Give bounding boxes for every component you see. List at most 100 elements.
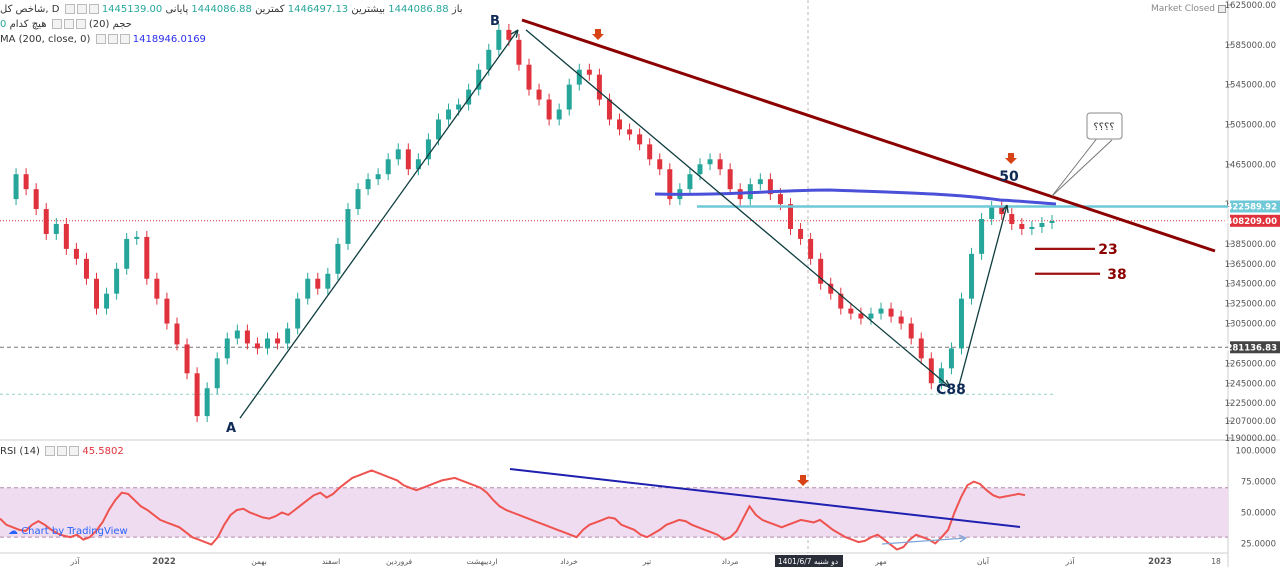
cloud-icon: ☁ [8,526,18,537]
rsi-divergence-arrow [881,537,967,545]
candle [516,39,522,65]
legend-symbol[interactable]: شاخص کل, D [0,4,60,15]
rsi-tick-label: 75.0000 [1241,478,1276,488]
price-tick-label: 1545000.00 [1225,81,1276,91]
rsi-settings-icon[interactable] [45,446,56,456]
legend-low-label: کمترین [255,4,285,15]
market-status: Market Closed [1151,4,1226,14]
candle [244,330,250,344]
volume-close-icon[interactable] [51,19,62,29]
price-tick-label: 1325000.00 [1225,300,1276,310]
price-highlight-label: 1408209.00 [1221,217,1278,227]
ma-hide-icon[interactable] [107,34,118,44]
time-tick-label: مهر [874,557,887,566]
price-highlight-badge [1230,214,1280,227]
candle [868,313,874,319]
crosshair-date-badge [775,555,843,567]
candle [204,388,210,417]
rsi-tick-label: 25.0000 [1241,539,1276,549]
legend-close-icon[interactable] [88,4,99,14]
legend-rsi-line: RSI (14) 45.5802 [0,445,124,459]
candle [989,207,995,220]
candle [576,69,582,85]
ma-close-icon[interactable] [119,34,130,44]
legend-settings-icon[interactable] [64,4,75,14]
wave-b-c-head [942,379,951,388]
ma-settings-icon[interactable] [95,34,106,44]
candle [285,328,291,344]
legend-volume-value: 0 [0,19,7,30]
wave-b-c [525,29,951,388]
candle [586,69,592,75]
candle [325,273,331,289]
rsi-divergence-arrow-head [958,534,967,543]
candle [415,159,421,170]
legend-high-value: 1446497.13 [287,4,349,15]
candle [164,298,170,324]
candle [73,248,79,259]
price-tick-label: 1190000.00 [1225,434,1276,444]
wave-a-b-head [510,29,519,38]
callout-pointer [1051,139,1113,197]
tradingview-credit[interactable]: ☁ Chart by TradingView [8,526,128,537]
price-tick-label: 1585000.00 [1225,41,1276,51]
wave-c-50-head [1001,204,1009,214]
candle [174,323,180,345]
price-highlight-label: 1422589.92 [1221,202,1278,212]
candle [1039,222,1045,227]
candle [124,238,130,269]
price-tick-label: 1625000.00 [1225,1,1276,11]
candle [194,373,200,417]
down-arrow-marker [1005,153,1017,164]
volume-settings-icon[interactable] [75,19,86,29]
legend-rsi-label: RSI (14) [0,446,40,457]
candle [506,29,512,40]
candle [667,169,673,200]
rsi-hide-icon[interactable] [57,446,68,456]
candle [456,104,462,110]
callout-pointer [1051,136,1099,197]
candle [526,64,532,90]
fib-level-label: 38 [1107,267,1126,283]
price-highlight-badge [1230,341,1280,354]
candle [908,323,914,339]
candle [798,228,804,239]
wave-label-c88: C88 [936,382,966,398]
candle [979,219,985,254]
candle [385,159,391,175]
candle [647,144,653,160]
candle [254,343,260,349]
time-tick-label: 2023 [1148,557,1172,567]
callout-text: ؟؟؟؟ [1093,122,1114,133]
legend-open-value: 1444086.88 [388,4,449,15]
candle [697,164,703,175]
wave-label-b: B [490,14,500,29]
wave-label-a: A [226,421,236,436]
time-tick-label: خرداد [560,557,578,566]
candle [335,243,341,274]
candle [395,149,401,160]
candle [838,293,844,309]
callout-box[interactable] [1086,112,1123,140]
status-toggle-icon[interactable] [1218,4,1226,13]
candle [375,174,381,180]
time-tick-label: آذر [69,556,80,566]
candle [104,293,110,309]
candle [546,99,552,120]
legend-ma-label: MA (200, close, 0) [0,34,91,45]
price-highlight-label: 1281136.83 [1221,343,1278,353]
time-tick-label: بهمن [251,557,267,566]
volume-hide-icon[interactable] [63,19,74,29]
candle [687,174,693,190]
price-tick-label: 1505000.00 [1225,120,1276,130]
candle [717,159,723,170]
rsi-close-icon[interactable] [69,446,80,456]
candle [1019,223,1025,229]
legend-rsi-value: 45.5802 [82,446,124,457]
legend-ma-line: MA (200, close, 0) 1418946.0169 [0,33,206,47]
legend-hide-icon[interactable] [76,4,87,14]
candle [476,69,482,90]
candle [305,278,311,299]
wave-a-b [239,29,519,419]
